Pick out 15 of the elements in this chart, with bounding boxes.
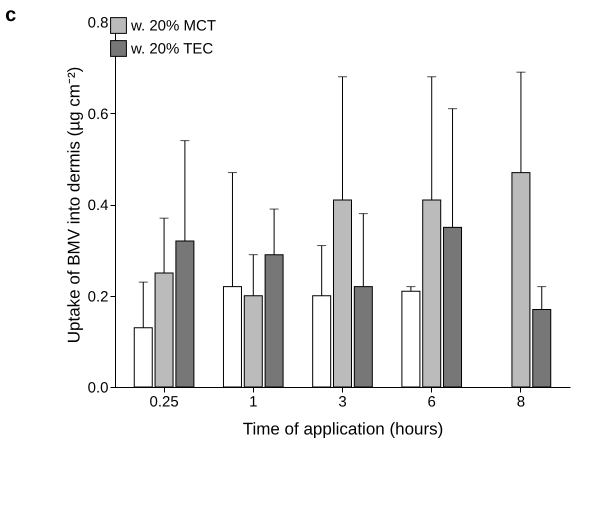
y-axis-title: Uptake of BMV into dermis (µg cm⁻²) (64, 66, 84, 344)
x-tick-label: 6 (428, 394, 436, 410)
x-tick-label: 8 (516, 394, 526, 410)
x-tick-label: 3 (338, 394, 347, 410)
y-tick-label: 0.2 (88, 288, 108, 306)
legend-label: w. 20% MCT (130, 18, 216, 34)
y-tick-label: 0.0 (88, 380, 108, 396)
y-tick-label: 0.8 (88, 14, 108, 32)
x-axis-title: Time of application (hours) (242, 420, 444, 438)
text: c (5, 4, 16, 26)
legend-label: w. 20% TEC (130, 40, 214, 58)
y-tick-label: 0.4 (88, 197, 108, 214)
x-tick-label: 1 (249, 394, 258, 410)
x-tick-label: 0.25 (149, 394, 179, 410)
y-tick-label: 0.6 (88, 106, 108, 123)
